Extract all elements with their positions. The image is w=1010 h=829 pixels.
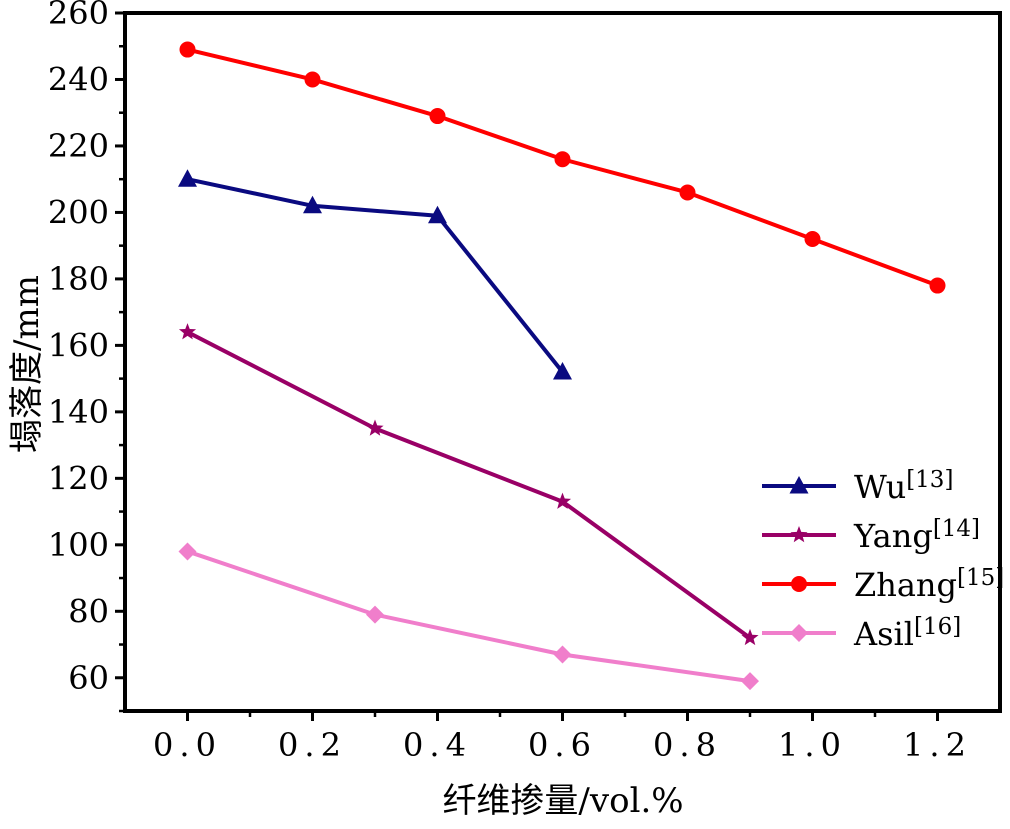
x-tick-label-6: 1.2 <box>903 726 972 764</box>
legend-label-asil: Asil[16] <box>853 614 961 653</box>
legend-name-wu: Wu <box>854 468 906 506</box>
series-line-wu <box>187 177 565 374</box>
series-layer <box>178 41 946 691</box>
y-tick-label-10: 260 <box>48 0 109 32</box>
legend-item-yang: Yang[14] <box>762 516 980 555</box>
legend: Wu[13] Yang[14] Zhang[15] Asil[16] <box>762 467 1004 653</box>
legend-name-zhang: Zhang <box>854 566 957 604</box>
data-point-zhang-6 <box>929 277 946 294</box>
y-tick-label-3: 120 <box>48 459 109 497</box>
legend-label-yang: Yang[14] <box>853 516 980 555</box>
legend-name-asil: Asil <box>853 615 914 653</box>
data-point-yang-3 <box>741 628 759 646</box>
axes-layer: 0.0 0.2 0.4 0.6 0.8 1.0 1.2 60 80 100 120 140 160 180… <box>48 0 1002 764</box>
legend-label-wu: Wu[13] <box>854 467 953 506</box>
legend-name-yang: Yang <box>853 517 933 555</box>
data-point-asil-0 <box>178 542 197 561</box>
legend-marker-asil <box>790 624 808 642</box>
x-axis-title: 纤维掺量/vol.% <box>442 781 683 821</box>
x-tick-label-1: 0.2 <box>278 726 347 764</box>
y-tick-label-2: 100 <box>48 526 109 564</box>
series-yang <box>178 323 759 646</box>
y-tick-label-6: 180 <box>48 260 109 298</box>
data-point-asil-2 <box>553 645 572 664</box>
y-tick-label-0: 60 <box>68 659 109 697</box>
legend-marker-zhang <box>791 576 807 592</box>
legend-item-asil: Asil[16] <box>762 614 961 653</box>
y-tick-label-1: 80 <box>68 592 109 630</box>
series-line-asil <box>186 549 751 684</box>
data-point-yang-2 <box>553 492 572 509</box>
legend-marker-wu <box>789 476 809 494</box>
data-point-zhang-2 <box>429 108 446 125</box>
data-point-zhang-1 <box>304 71 321 88</box>
legend-label-zhang: Zhang[15] <box>854 565 1004 604</box>
x-tick-label-5: 1.0 <box>778 726 847 764</box>
series-line-zhang <box>187 47 939 288</box>
series-asil <box>178 542 759 691</box>
data-point-yang-0 <box>178 323 197 340</box>
data-point-zhang-3 <box>554 151 571 168</box>
data-point-yang-1 <box>366 419 384 436</box>
legend-ref-yang: [14] <box>933 516 980 542</box>
legend-ref-zhang: [15] <box>957 565 1004 591</box>
data-point-wu-2 <box>428 205 447 224</box>
data-point-zhang-5 <box>804 231 821 248</box>
y-axis-title: 塌落度/mm <box>7 275 47 453</box>
series-line-yang <box>186 330 752 640</box>
data-point-wu-3 <box>553 361 572 380</box>
legend-ref-asil: [16] <box>914 614 961 640</box>
x-tick-label-2: 0.4 <box>403 726 472 764</box>
series-wu <box>178 169 572 380</box>
x-tick-label-3: 0.6 <box>528 726 597 764</box>
data-point-asil-3 <box>741 672 759 691</box>
data-point-asil-1 <box>366 605 384 624</box>
data-point-zhang-0 <box>179 41 196 58</box>
legend-marker-yang <box>790 526 808 543</box>
data-point-wu-0 <box>178 169 197 187</box>
data-point-wu-1 <box>303 195 322 214</box>
series-zhang <box>179 41 946 294</box>
x-tick-label-0: 0.0 <box>153 726 222 764</box>
x-tick-label-4: 0.8 <box>653 726 722 764</box>
y-tick-label-5: 160 <box>48 326 109 364</box>
y-tick-label-4: 140 <box>48 393 109 431</box>
y-tick-label-7: 200 <box>48 193 109 231</box>
data-point-zhang-4 <box>679 184 696 201</box>
legend-ref-wu: [13] <box>906 467 953 493</box>
legend-item-zhang: Zhang[15] <box>762 565 1004 604</box>
y-tick-label-8: 220 <box>48 127 109 165</box>
legend-item-wu: Wu[13] <box>762 467 953 506</box>
y-tick-label-9: 240 <box>48 60 109 98</box>
